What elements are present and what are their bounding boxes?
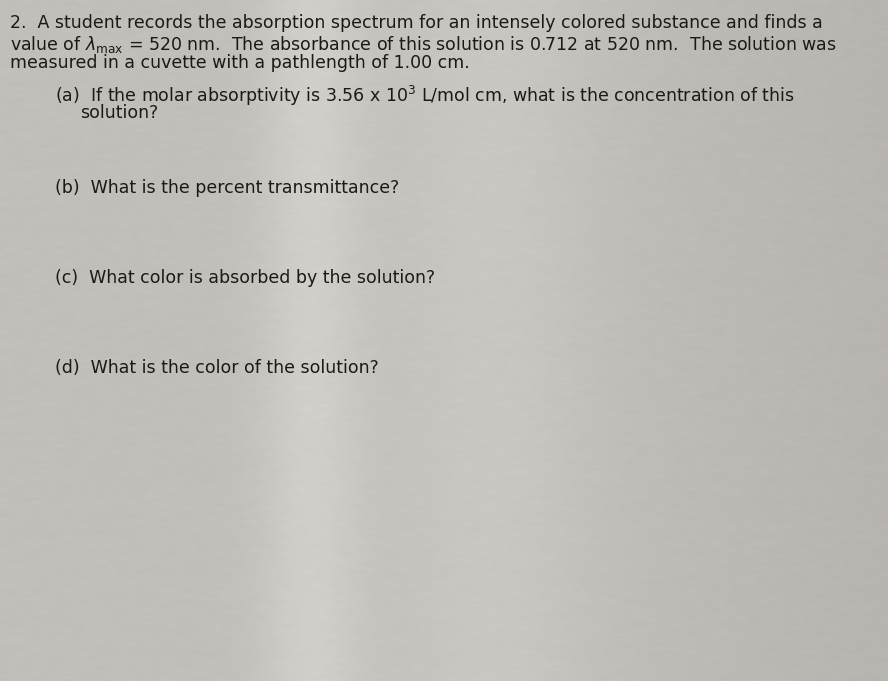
Text: value of $\lambda_{\mathrm{max}}$ = 520 nm.  The absorbance of this solution is : value of $\lambda_{\mathrm{max}}$ = 520 …: [10, 34, 836, 55]
Text: 2.  A student records the absorption spectrum for an intensely colored substance: 2. A student records the absorption spec…: [10, 14, 823, 32]
Text: (c)  What color is absorbed by the solution?: (c) What color is absorbed by the soluti…: [55, 269, 435, 287]
Text: (b)  What is the percent transmittance?: (b) What is the percent transmittance?: [55, 179, 400, 197]
Text: measured in a cuvette with a pathlength of 1.00 cm.: measured in a cuvette with a pathlength …: [10, 54, 470, 72]
Text: (d)  What is the color of the solution?: (d) What is the color of the solution?: [55, 359, 379, 377]
Text: (a)  If the molar absorptivity is 3.56 x 10$^{3}$ L/mol cm, what is the concentr: (a) If the molar absorptivity is 3.56 x …: [55, 84, 795, 108]
Text: solution?: solution?: [80, 104, 158, 122]
